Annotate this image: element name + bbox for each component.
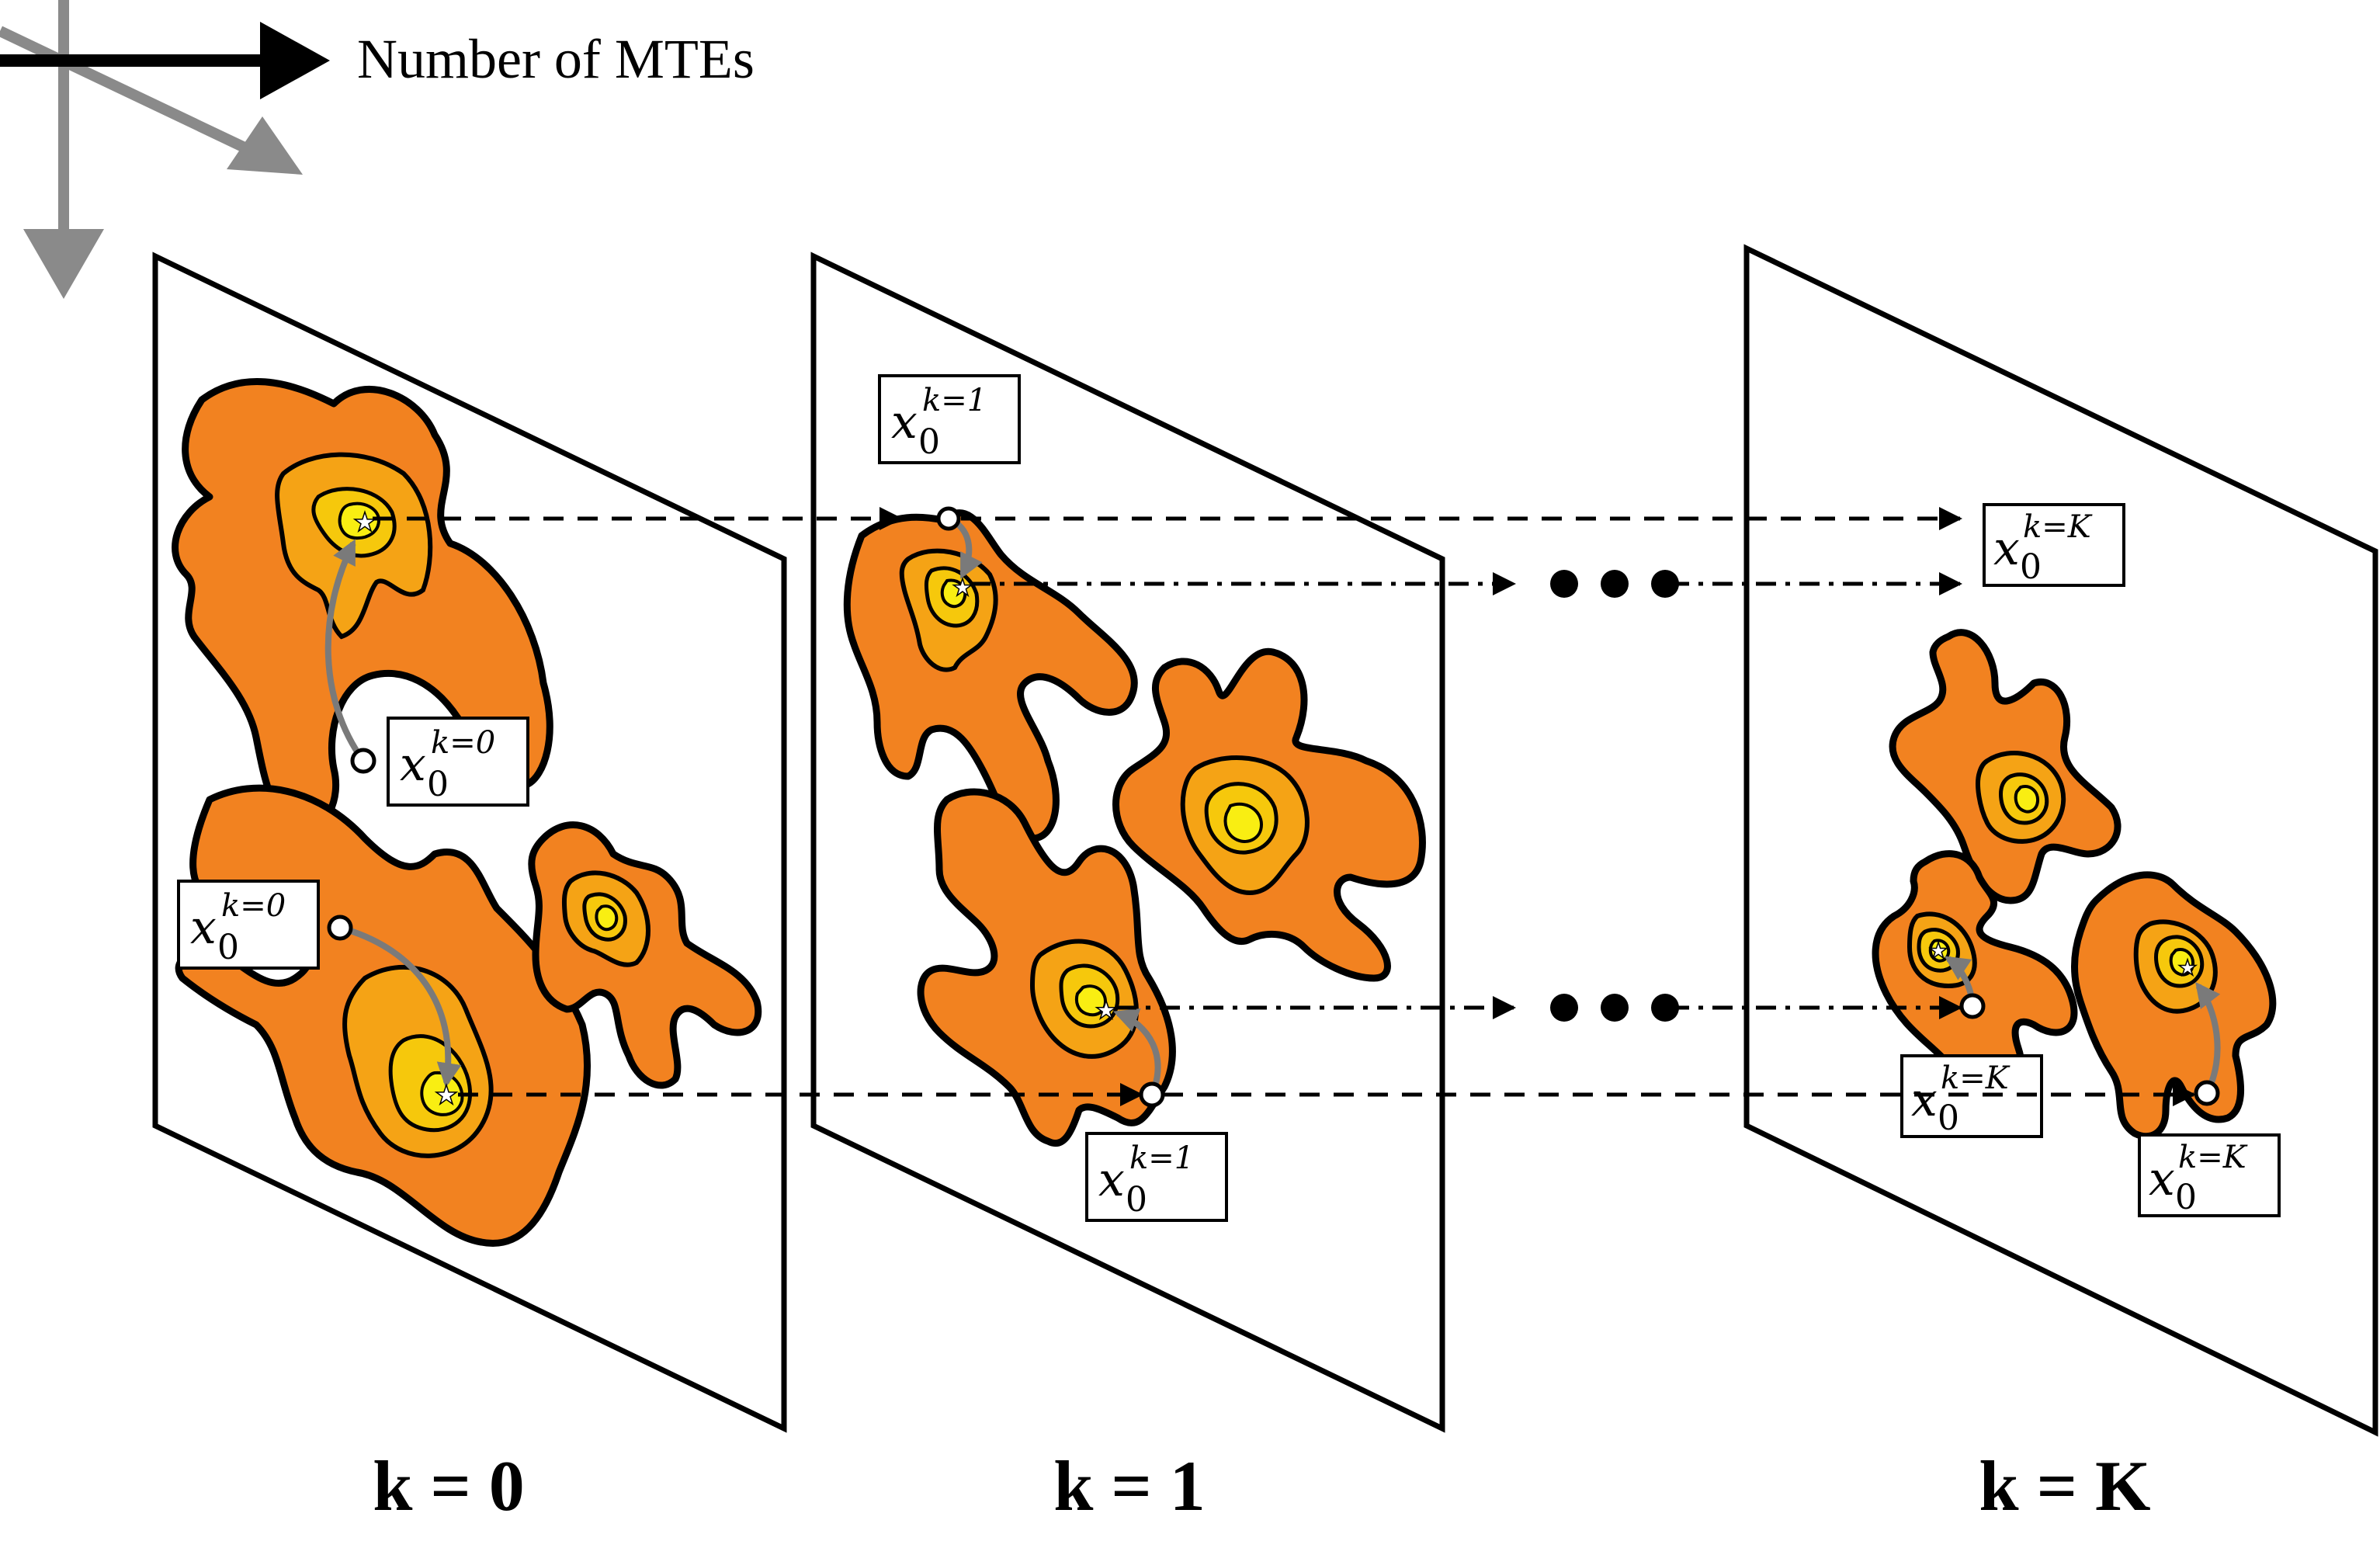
start-point-label: x k=1 0 (1085, 1132, 1228, 1222)
energy-basin (843, 509, 1138, 842)
end-point-label: x k=K 0 (1983, 503, 2125, 587)
panel-k0: ★ ★ x k=0 0 x k=0 0 k = 0 (152, 252, 787, 1525)
start-point-label: x k=0 0 (387, 717, 529, 807)
energy-basin (917, 788, 1176, 1147)
svg-text:x: x (1911, 1073, 1938, 1127)
panel-label-k0: k = 0 (373, 1446, 525, 1525)
svg-text:k=1: k=1 (1129, 1140, 1194, 1176)
axis-main-label: Number of MTEs (357, 28, 755, 90)
energy-basin (2071, 871, 2277, 1140)
svg-text:0: 0 (2175, 1178, 2197, 1217)
circle-icon (1139, 1081, 1165, 1108)
panel-label-kK: k = K (1979, 1446, 2150, 1525)
circle-icon (327, 915, 353, 941)
star-icon: ★ (2177, 955, 2197, 980)
descent-path-arrow (324, 539, 366, 763)
svg-text:0: 0 (427, 765, 449, 804)
svg-text:x: x (400, 738, 426, 792)
star-icon: ★ (435, 1080, 458, 1111)
svg-text:k=1: k=1 (922, 383, 987, 418)
end-point-label: x k=K 0 (2138, 1133, 2281, 1217)
svg-text:k=K: k=K (2023, 509, 2093, 545)
svg-text:k=0: k=0 (431, 725, 495, 761)
circle-icon (1959, 993, 1986, 1019)
svg-text:x: x (190, 901, 217, 955)
star-icon: ★ (952, 574, 973, 602)
start-point-label: x k=0 0 (177, 880, 320, 970)
star-icon: ★ (1928, 938, 1948, 963)
circle-icon (350, 748, 376, 774)
descent-path-arrow (338, 925, 462, 1088)
axis-arrow-right-head (260, 22, 330, 99)
energy-basin (172, 378, 553, 835)
energy-basin (528, 821, 762, 1089)
svg-text:x: x (1098, 1153, 1125, 1207)
axis-arrow-diagonal (0, 26, 248, 153)
energy-basin (1889, 629, 2122, 904)
start-point-label: x k=1 0 (878, 374, 1021, 464)
ellipsis-dots-icon (1550, 570, 1679, 598)
axis-arrow-diagonal-head (227, 116, 303, 175)
panel-k1: ★ ★ x k=1 0 x k=1 0 k = 1 (810, 252, 1445, 1525)
axis-arrow-down-head (23, 229, 104, 299)
circle-icon (936, 506, 961, 531)
star-icon: ★ (353, 507, 376, 538)
ellipsis-dots-icon (1550, 994, 1679, 1022)
svg-text:k=K: k=K (1941, 1060, 2011, 1096)
svg-text:k=K: k=K (2178, 1140, 2248, 1175)
svg-text:x: x (1993, 522, 2020, 576)
svg-text:0: 0 (1938, 1098, 1959, 1138)
axis-legend: Number of MTEs (0, 0, 755, 299)
descent-path-arrow (1113, 1008, 1161, 1096)
svg-text:k=0: k=0 (221, 888, 286, 924)
svg-text:x: x (891, 395, 918, 449)
svg-text:0: 0 (918, 422, 940, 462)
panel-kK: ★ ★ x k=K 0 x k=K 0 x k=K 0 k = K (1743, 244, 2378, 1525)
svg-text:0: 0 (2020, 547, 2042, 587)
svg-text:x: x (2149, 1152, 2175, 1206)
svg-text:0: 0 (1126, 1180, 1147, 1220)
energy-basin (1112, 647, 1426, 982)
panel-label-k1: k = 1 (1053, 1446, 1206, 1525)
end-point-label: x k=K 0 (1900, 1054, 2043, 1138)
circle-icon (2194, 1080, 2220, 1106)
tracking-lines (373, 507, 2196, 1106)
star-icon: ★ (1095, 995, 1118, 1025)
svg-text:0: 0 (217, 928, 239, 967)
descent-path-arrow (2195, 981, 2221, 1095)
